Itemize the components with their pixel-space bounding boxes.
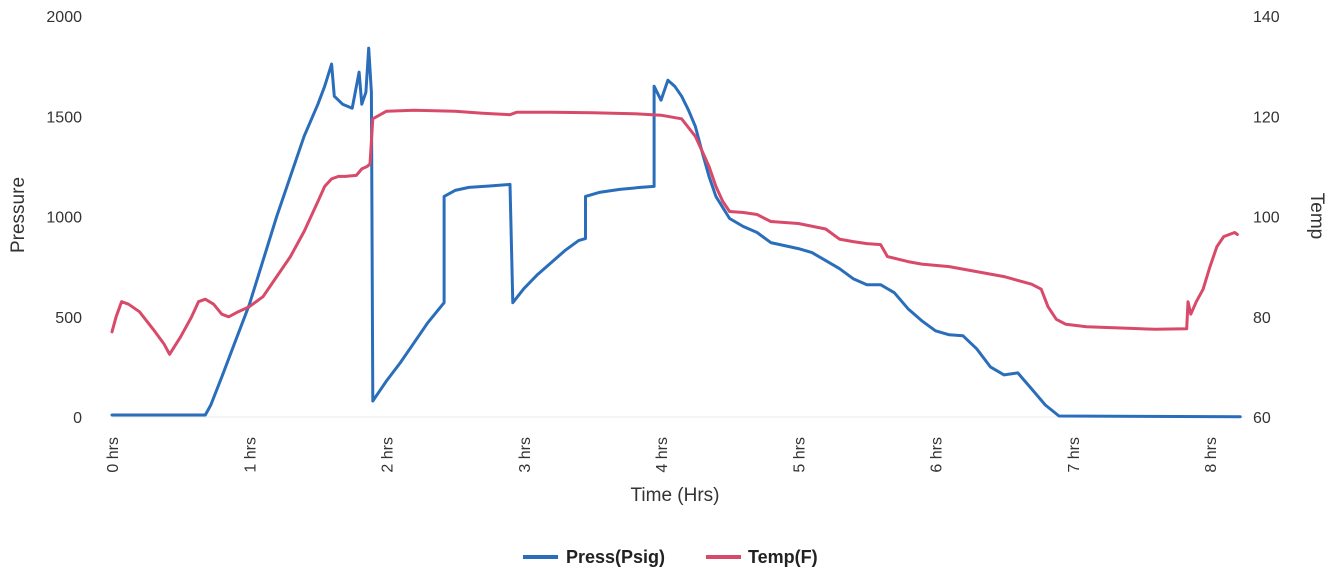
tick-label-layer: 0 500 1000 1500 2000 60 80 100 120 140 0 hrs 1 hrs 2… [46,9,1279,473]
x-tick-label: 4 hrs [654,437,671,473]
series-line-press [110,46,1242,419]
x-tick-label: 1 hrs [242,437,259,473]
y-right-tick-label: 60 [1253,410,1271,427]
legend-label-temp: Temp(F) [748,547,818,567]
y-right-axis-title: Temp [1306,193,1327,239]
x-tick-label: 2 hrs [380,437,397,473]
y-right-tick-label: 100 [1253,210,1280,227]
legend-label-press: Press(Psig) [566,547,665,567]
y-left-tick-label: 1000 [46,210,82,227]
x-tick-label: 7 hrs [1066,437,1083,473]
series-layer [110,46,1242,419]
series-line-temp [110,108,1239,356]
x-tick-label: 3 hrs [517,437,534,473]
x-tick-label: 0 hrs [105,437,122,473]
y-right-tick-label: 80 [1253,310,1271,327]
y-right-tick-label: 140 [1253,9,1280,26]
y-left-tick-label: 0 [73,410,82,427]
y-right-tick-label: 120 [1253,109,1280,126]
x-tick-label: 6 hrs [929,437,946,473]
x-tick-label: 5 hrs [791,437,808,473]
y-left-tick-label: 500 [55,310,82,327]
y-left-axis-title: Pressure [8,177,29,253]
x-tick-label: 8 hrs [1203,437,1220,473]
y-left-tick-label: 1500 [46,109,82,126]
y-left-tick-label: 2000 [46,9,82,26]
x-axis-title: Time (Hrs) [631,485,720,506]
legend: Press(Psig) Temp(F) [523,547,818,567]
